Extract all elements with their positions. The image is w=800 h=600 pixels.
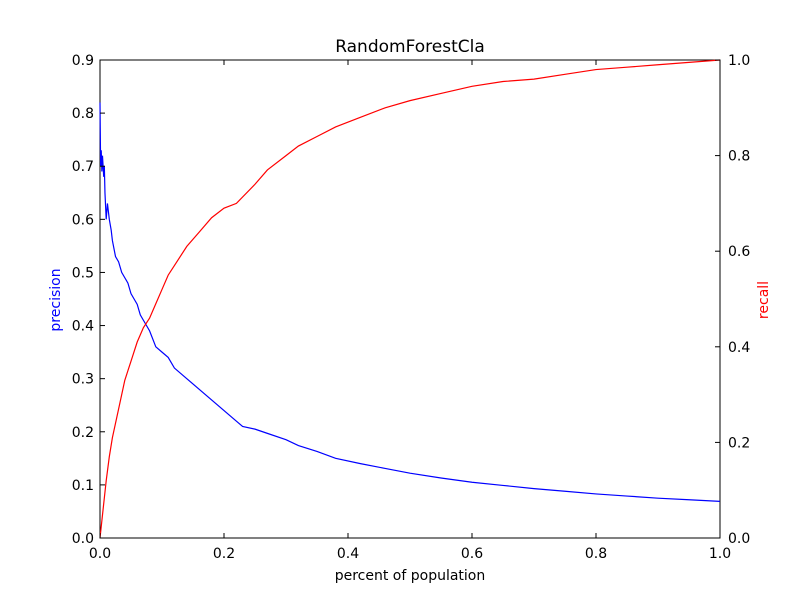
plot-frame [99,59,721,539]
left-y-tick-label: 0.0 [72,531,94,547]
x-tick-label: 0.6 [461,546,483,562]
precision-line [99,102,721,502]
x-axis-label: percent of population [335,568,486,584]
x-tick-label: 0.4 [337,546,359,562]
right-y-tick-label: 0.0 [728,531,750,547]
plot-area: 0.0 0.2 0.4 0.6 0.8 1.00.00.10.20.30.40.50.60… [72,53,751,562]
left-y-tick-label: 0.3 [72,372,94,388]
right-y-axis-label: recall [756,281,772,319]
x-tick-label: 0.0 [89,546,111,562]
left-y-tick-label: 0.5 [72,265,94,281]
left-y-tick-label: 0.7 [72,159,94,175]
left-y-tick-label: 0.1 [72,478,94,494]
x-tick-label: 0.2 [213,546,235,562]
left-y-tick-label: 0.6 [72,212,94,228]
right-y-tick-label: 1.0 [728,53,750,69]
chart-title: RandomForestCla [335,37,485,57]
x-tick-label: 1.0 [709,546,731,562]
x-tick-label: 0.8 [585,546,607,562]
left-y-axis-label: precision [48,268,64,331]
left-y-tick-label: 0.8 [72,106,94,122]
left-y-tick-label: 0.2 [72,425,94,441]
right-y-tick-label: 0.4 [728,340,750,356]
right-y-tick-label: 0.2 [728,435,750,451]
left-y-tick-label: 0.9 [72,53,94,69]
recall-line [99,59,721,539]
right-y-tick-label: 0.6 [728,244,750,260]
right-y-tick-label: 0.8 [728,149,750,165]
left-y-tick-label: 0.4 [72,319,94,335]
